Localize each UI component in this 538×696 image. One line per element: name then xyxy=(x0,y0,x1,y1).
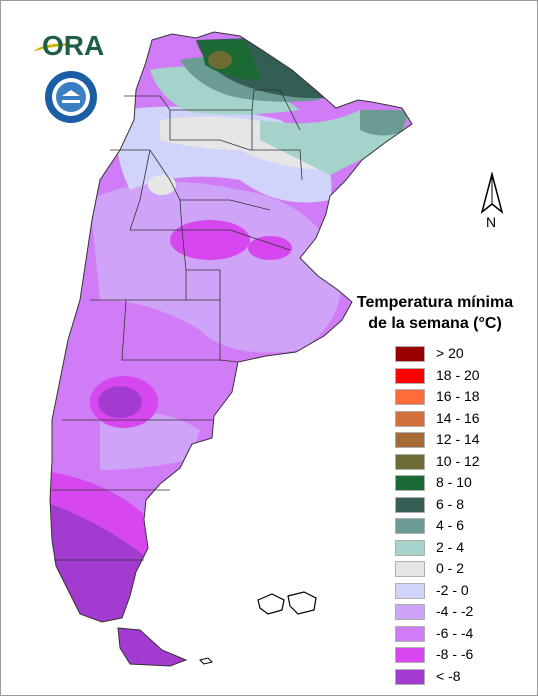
legend-label: 8 - 10 xyxy=(436,474,472,490)
legend-swatch xyxy=(395,604,425,620)
legend-label: -6 - -4 xyxy=(436,624,474,641)
legend-swatch xyxy=(395,625,425,642)
legend-label: -4 - -2 xyxy=(436,603,474,619)
legend-item: 12 - 14 xyxy=(340,430,530,452)
legend-item: -4 - -2 xyxy=(340,602,530,624)
legend-swatch xyxy=(395,346,425,362)
legend-item: -8 - -6 xyxy=(340,645,530,667)
ora-logo: ORA xyxy=(33,28,105,61)
legend-swatch xyxy=(395,496,425,513)
legend-swatch xyxy=(395,389,425,405)
north-arrow-icon xyxy=(480,171,504,215)
legend-label: 16 - 18 xyxy=(436,388,480,404)
legend-label: -8 - -6 xyxy=(436,646,474,662)
legend-label: 6 - 8 xyxy=(436,495,465,512)
legend-swatch xyxy=(395,432,425,448)
legend-item: -2 - 0 xyxy=(340,581,530,603)
legend-label: 0 - 2 xyxy=(436,560,465,576)
legend-label: 2 - 4 xyxy=(436,538,465,555)
legend-swatch xyxy=(395,518,425,534)
legend-swatch xyxy=(395,367,425,384)
legend-swatch xyxy=(395,410,425,427)
malvinas-islands xyxy=(257,591,317,615)
legend-swatch xyxy=(395,561,425,577)
tierra-del-fuego xyxy=(117,627,188,667)
legend-item: 0 - 2 xyxy=(340,559,530,581)
legend-swatch xyxy=(395,539,425,556)
legend-label: 10 - 12 xyxy=(436,452,480,469)
legend-items: > 20 18 - 20 16 - 18 14 - 16 12 - 14 10 - 12 8… xyxy=(340,344,530,688)
legend-title-line1: Temperatura mínima xyxy=(356,294,514,311)
north-arrow: N xyxy=(478,171,506,232)
legend-item: < -8 xyxy=(340,667,530,689)
legend-label: > 20 xyxy=(436,345,464,361)
legend-swatch xyxy=(395,453,425,470)
legend-swatch xyxy=(395,647,425,663)
legend-swatch xyxy=(395,582,425,599)
legend-item: 6 - 8 xyxy=(340,495,530,517)
legend: Temperatura mínima de la semana (°C) > 2… xyxy=(340,292,530,688)
legend-title-line2: de la semana (°C) xyxy=(368,315,502,332)
legend-item: 18 - 20 xyxy=(340,366,530,388)
legend-title: Temperatura mínima de la semana (°C) xyxy=(340,292,530,334)
legend-item: > 20 xyxy=(340,344,530,366)
legend-label: 4 - 6 xyxy=(436,517,465,533)
legend-item: 4 - 6 xyxy=(340,516,530,538)
legend-label: 18 - 20 xyxy=(436,366,480,383)
north-label: N xyxy=(486,214,497,230)
ora-logo-text: ORA xyxy=(42,30,105,61)
legend-label: < -8 xyxy=(436,667,461,684)
legend-swatch xyxy=(395,475,425,491)
legend-item: -6 - -4 xyxy=(340,624,530,646)
legend-label: 14 - 16 xyxy=(436,409,480,426)
legend-swatch xyxy=(395,668,425,685)
legend-item: 8 - 10 xyxy=(340,473,530,495)
islet xyxy=(199,657,213,665)
legend-label: -2 - 0 xyxy=(436,581,469,598)
legend-item: 14 - 16 xyxy=(340,409,530,431)
legend-item: 16 - 18 xyxy=(340,387,530,409)
province-borders xyxy=(52,89,303,561)
legend-item: 10 - 12 xyxy=(340,452,530,474)
legend-item: 2 - 4 xyxy=(340,538,530,560)
legend-label: 12 - 14 xyxy=(436,431,480,447)
smn-seal-icon xyxy=(43,69,99,125)
country-outline xyxy=(49,31,413,623)
